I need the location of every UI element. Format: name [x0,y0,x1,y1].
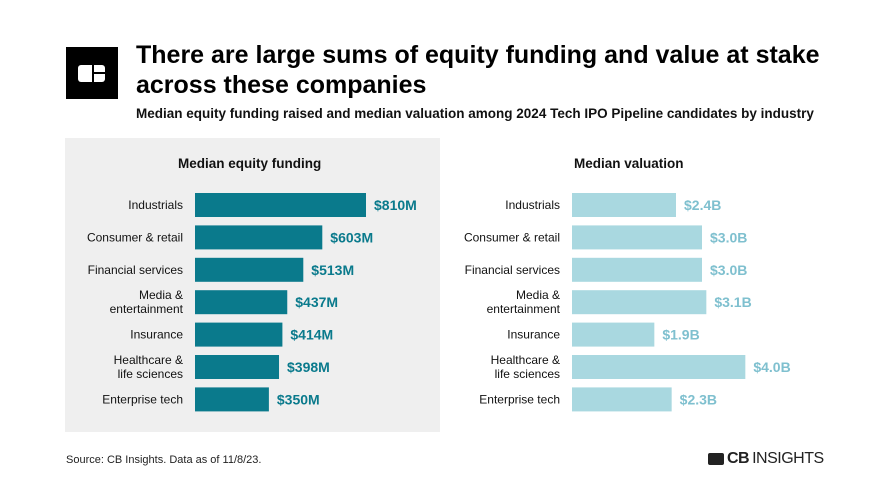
bar [195,193,366,217]
data-label: $414M [290,327,333,343]
cb-logo-icon [708,453,724,465]
data-label: $350M [277,391,320,407]
bar [572,355,746,379]
page-title: There are large sums of equity funding a… [136,41,820,99]
data-label: $603M [330,229,373,245]
category-label: entertainment [487,302,561,316]
data-label: $3.0B [710,262,747,278]
bar [195,257,304,282]
source-note: Source: CB Insights. Data as of 11/8/23. [66,454,262,466]
data-label: $2.4B [684,197,721,213]
data-label: $3.1B [714,294,751,310]
bar [572,387,672,412]
category-label: Financial services [465,263,560,277]
category-label: Healthcare & [114,353,183,367]
category-label: Healthcare & [491,353,560,367]
brand-logo: CB INSIGHTS [708,450,824,468]
bar [572,225,702,250]
funding-chart-title: Median equity funding [178,156,322,171]
category-label: Consumer & retail [87,230,183,244]
data-label: $4.0B [753,359,790,375]
data-label: $3.0B [710,229,747,245]
category-label: life sciences [118,367,183,381]
category-label: Insurance [507,328,560,342]
category-label: Industrials [505,198,560,212]
brand-bold: CB [727,450,750,467]
data-label: $437M [295,294,338,310]
category-label: Insurance [130,328,183,342]
bar [572,193,676,217]
bar [195,322,283,347]
bar [195,225,323,250]
data-label: $513M [311,262,354,278]
category-label: life sciences [495,367,560,381]
category-label: Media & [516,288,560,302]
data-label: $2.3B [680,391,717,407]
brand-light: INSIGHTS [752,450,824,467]
data-label: $810M [374,197,417,213]
funding-panel-background [65,138,440,432]
bar [572,322,655,347]
category-label: Media & [139,288,183,302]
valuation-chart-title: Median valuation [574,156,684,171]
category-label: Industrials [128,198,183,212]
cb-insights-logo-icon [66,47,118,99]
bar [195,355,280,379]
category-label: Financial services [88,263,183,277]
category-label: entertainment [110,302,184,316]
data-label: $1.9B [662,327,699,343]
bar [195,290,288,315]
bar [572,290,707,315]
data-label: $398M [287,359,330,375]
category-label: Enterprise tech [102,392,183,406]
page-subtitle: Median equity funding raised and median … [136,106,814,121]
category-label: Enterprise tech [479,392,560,406]
bar [572,257,702,282]
bar [195,387,269,412]
category-label: Consumer & retail [464,230,560,244]
